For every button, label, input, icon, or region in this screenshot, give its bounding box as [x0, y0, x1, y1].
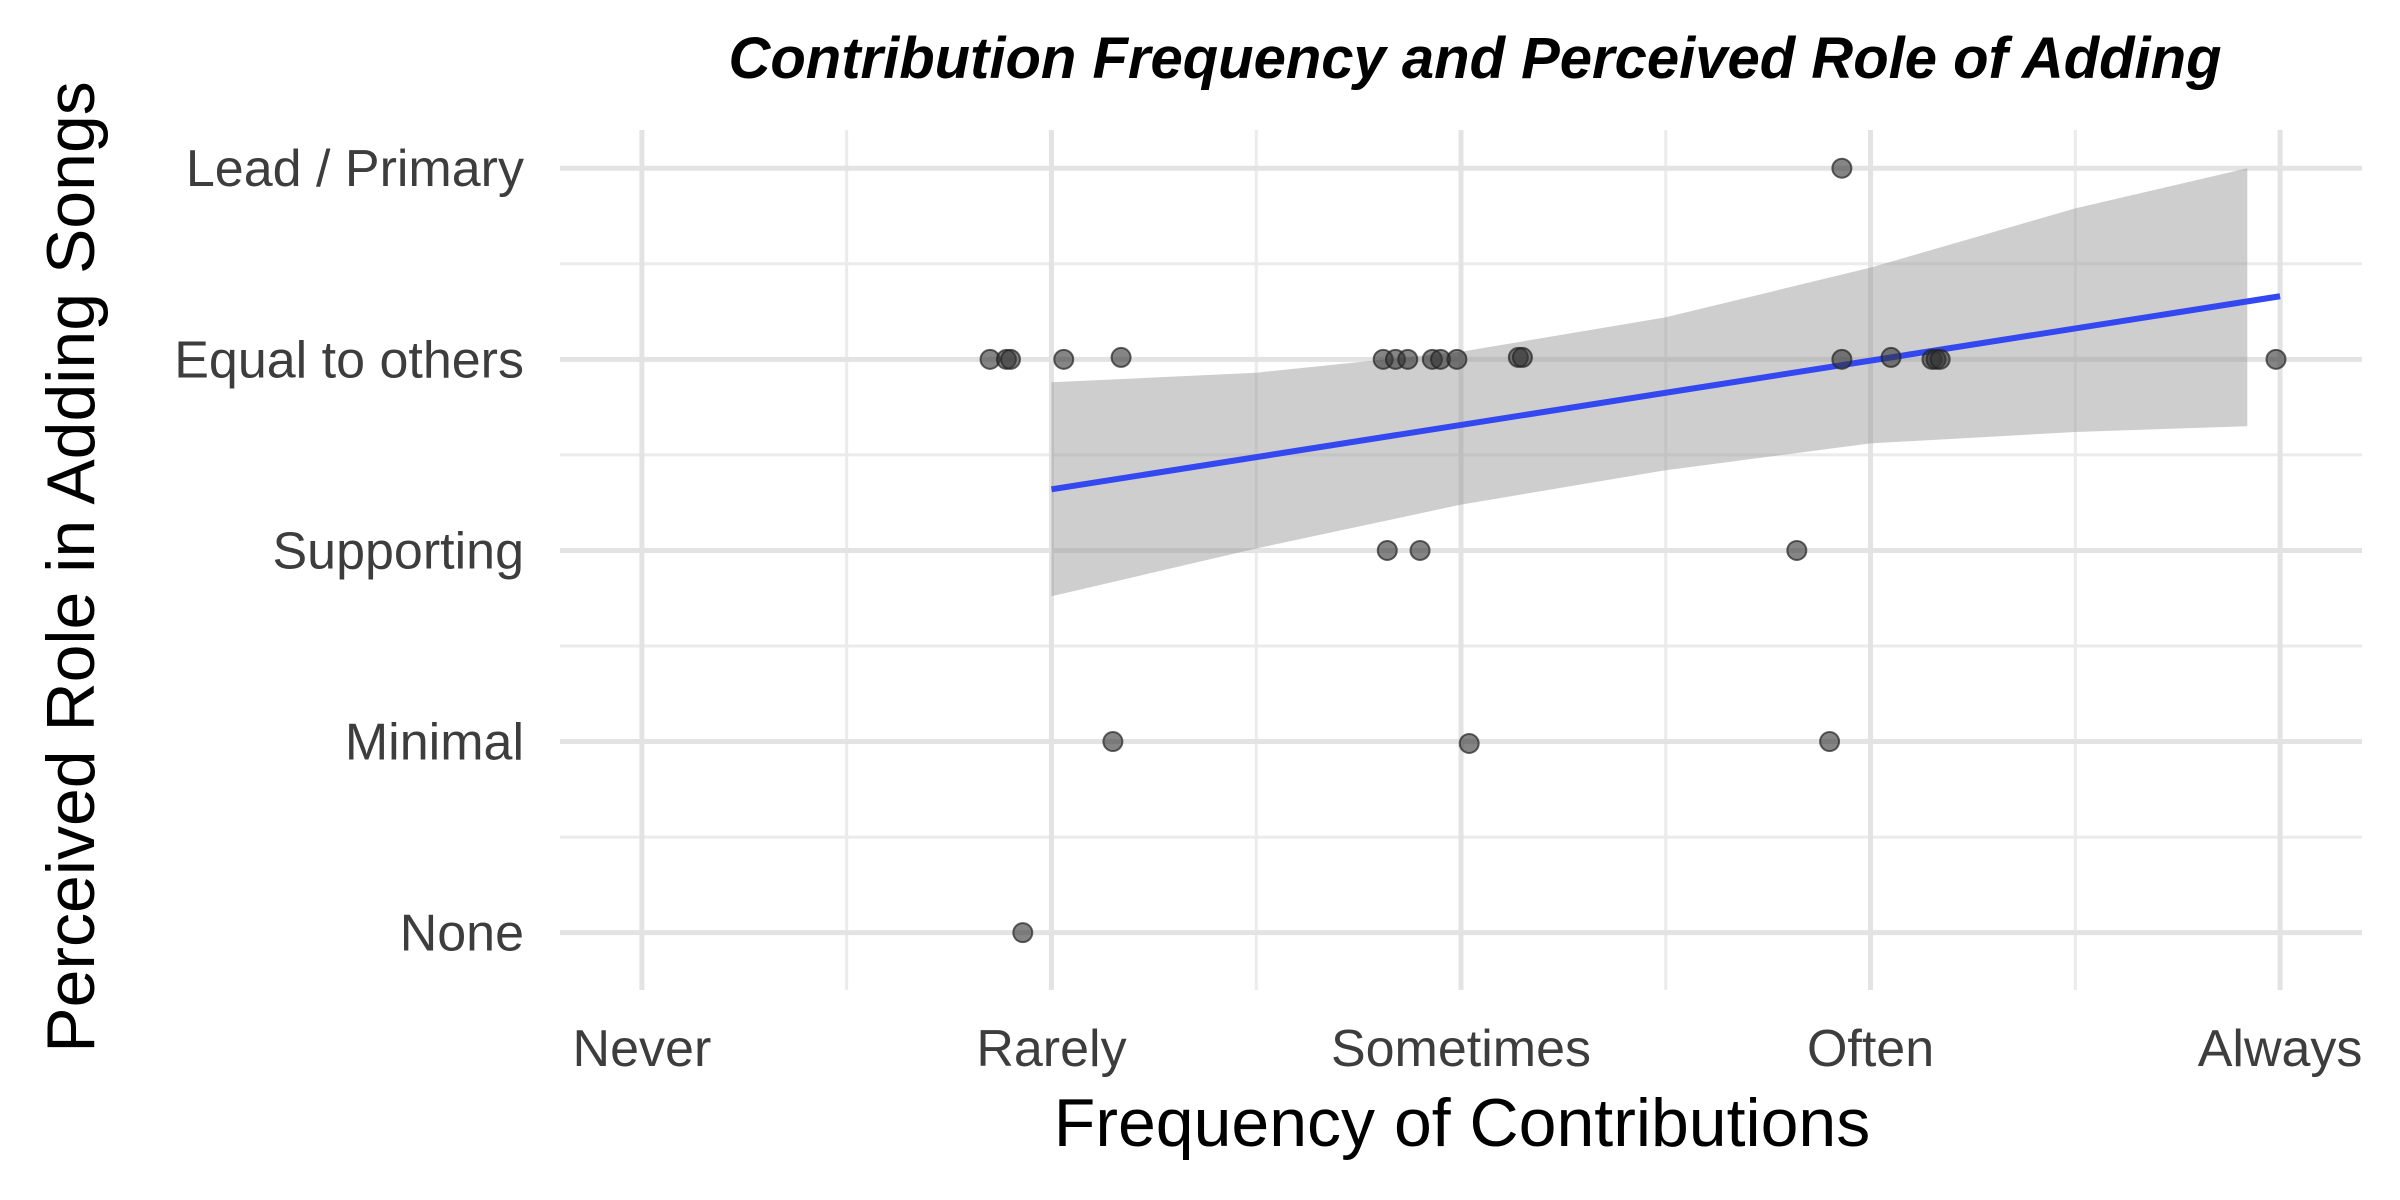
- data-point: [1831, 348, 1853, 370]
- x-axis-title: Frequency of Contributions: [1054, 1085, 1870, 1161]
- data-point: [1511, 346, 1533, 368]
- data-point: [1458, 732, 1480, 754]
- data-points: [979, 157, 2287, 944]
- y-tick-label: Supporting: [272, 522, 524, 580]
- trend-line-group: [1050, 293, 2281, 493]
- y-tick-labels: None Minimal Supporting Equal to others Lead…: [174, 140, 524, 962]
- trend-line: [1050, 293, 2281, 493]
- x-tick-labels: Never Rarely Sometimes Often Always: [573, 1020, 2363, 1078]
- data-point: [1012, 922, 1034, 944]
- x-tick-label: Never: [573, 1020, 712, 1078]
- data-point: [1409, 539, 1431, 561]
- y-tick-label: Lead / Primary: [186, 140, 524, 198]
- y-tick-label: Equal to others: [174, 331, 524, 389]
- x-tick-label: Sometimes: [1331, 1020, 1591, 1078]
- y-tick-label: Minimal: [345, 714, 524, 772]
- data-point: [1110, 346, 1132, 368]
- x-tick-label: Always: [2198, 1020, 2363, 1078]
- confidence-band: [1051, 168, 2248, 597]
- data-point: [1376, 539, 1398, 561]
- data-point: [1446, 348, 1468, 370]
- data-point: [1397, 348, 1419, 370]
- data-point: [1786, 539, 1808, 561]
- chart-title: Contribution Frequency and Perceived Rol…: [728, 26, 2221, 91]
- data-point: [1819, 731, 1841, 753]
- data-point: [1831, 157, 1853, 179]
- x-tick-label: Often: [1807, 1020, 1934, 1078]
- data-point: [1880, 346, 1902, 368]
- data-point: [1102, 731, 1124, 753]
- data-point: [1929, 348, 1951, 370]
- y-tick-label: None: [400, 905, 524, 963]
- x-tick-label: Rarely: [976, 1020, 1126, 1078]
- confidence-band-group: [1051, 168, 2248, 597]
- y-axis-title: Perceived Role in Adding Songs: [33, 81, 109, 1053]
- data-point: [1000, 348, 1021, 370]
- data-point: [2265, 348, 2287, 370]
- data-point: [1053, 348, 1075, 370]
